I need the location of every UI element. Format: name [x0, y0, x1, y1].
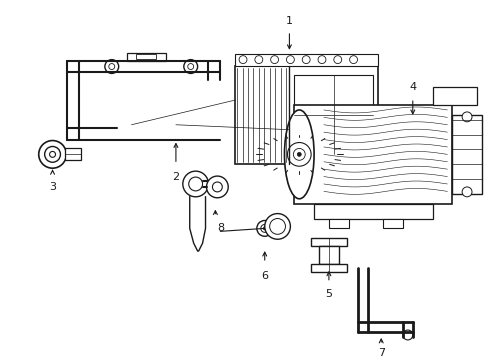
Bar	[383, 219, 403, 228]
Circle shape	[270, 56, 278, 64]
Circle shape	[294, 148, 305, 160]
Circle shape	[261, 224, 269, 232]
Bar	[136, 54, 156, 59]
Circle shape	[403, 330, 413, 340]
Circle shape	[263, 227, 266, 230]
Circle shape	[270, 219, 286, 234]
Ellipse shape	[285, 110, 314, 199]
Text: 4: 4	[409, 82, 416, 92]
Text: 6: 6	[261, 271, 268, 281]
Text: 8: 8	[217, 224, 224, 233]
Circle shape	[239, 56, 247, 64]
Circle shape	[189, 177, 202, 191]
Text: 2: 2	[172, 172, 179, 182]
Text: 7: 7	[378, 348, 385, 358]
Bar	[311, 238, 346, 246]
Circle shape	[213, 182, 222, 192]
Circle shape	[302, 56, 310, 64]
Circle shape	[287, 56, 294, 64]
Circle shape	[462, 187, 472, 197]
Circle shape	[334, 56, 342, 64]
Circle shape	[105, 60, 119, 73]
Text: 5: 5	[325, 288, 332, 298]
Bar	[452, 115, 482, 194]
Text: 3: 3	[49, 182, 56, 192]
Circle shape	[206, 176, 228, 198]
Bar	[329, 219, 348, 228]
Circle shape	[109, 64, 115, 69]
Circle shape	[350, 56, 358, 64]
Circle shape	[265, 213, 291, 239]
Bar	[235, 66, 378, 164]
Bar	[319, 246, 339, 264]
Circle shape	[183, 171, 208, 197]
Bar	[294, 75, 373, 154]
Bar	[235, 54, 378, 66]
Bar	[314, 204, 433, 219]
Circle shape	[188, 64, 194, 69]
Circle shape	[39, 140, 66, 168]
Bar	[311, 264, 346, 272]
Circle shape	[49, 152, 55, 157]
Bar	[65, 148, 81, 160]
Circle shape	[255, 56, 263, 64]
Circle shape	[318, 56, 326, 64]
Circle shape	[45, 147, 60, 162]
Circle shape	[288, 143, 311, 166]
Circle shape	[184, 60, 197, 73]
Circle shape	[462, 112, 472, 122]
Circle shape	[297, 152, 301, 156]
Circle shape	[257, 220, 272, 236]
Bar	[433, 87, 477, 105]
Bar	[294, 105, 452, 204]
Text: 1: 1	[286, 16, 293, 26]
